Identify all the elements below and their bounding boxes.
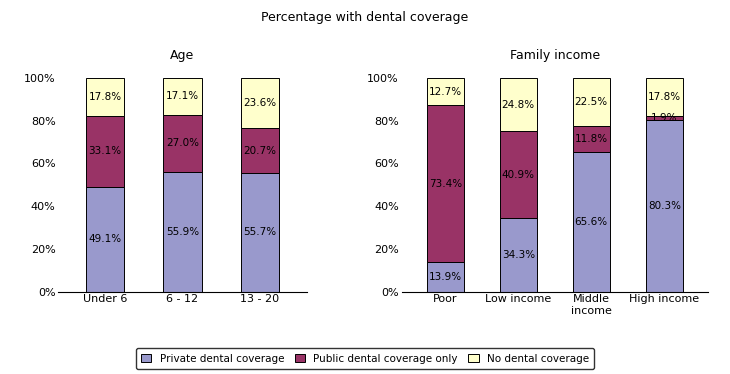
Text: 27.0%: 27.0% — [166, 138, 199, 148]
Text: 17.8%: 17.8% — [88, 92, 121, 102]
Text: 65.6%: 65.6% — [575, 217, 608, 227]
Bar — [85, 78, 124, 116]
Text: 73.4%: 73.4% — [429, 178, 462, 188]
Bar — [163, 114, 202, 172]
Bar — [427, 78, 464, 105]
Text: 11.8%: 11.8% — [575, 134, 608, 144]
Bar — [646, 78, 683, 116]
Text: 55.9%: 55.9% — [166, 227, 199, 237]
Text: 17.1%: 17.1% — [166, 91, 199, 101]
Bar — [646, 116, 683, 120]
Text: 24.8%: 24.8% — [502, 99, 535, 110]
Bar — [85, 187, 124, 292]
Bar — [646, 120, 683, 292]
Bar — [85, 116, 124, 187]
Text: 22.5%: 22.5% — [575, 97, 608, 107]
Title: Family income: Family income — [510, 49, 600, 62]
Bar — [427, 105, 464, 262]
Bar — [241, 128, 280, 173]
Text: 12.7%: 12.7% — [429, 86, 462, 96]
Legend: Private dental coverage, Public dental coverage only, No dental coverage: Private dental coverage, Public dental c… — [136, 348, 594, 369]
Bar — [241, 78, 280, 128]
Text: Percentage with dental coverage: Percentage with dental coverage — [261, 11, 469, 24]
Bar — [500, 218, 537, 292]
Text: 55.7%: 55.7% — [244, 227, 277, 237]
Bar — [427, 262, 464, 292]
Text: 49.1%: 49.1% — [88, 234, 121, 244]
Text: 23.6%: 23.6% — [244, 98, 277, 108]
Bar — [573, 151, 610, 292]
Bar — [163, 78, 202, 114]
Text: 20.7%: 20.7% — [244, 145, 277, 156]
Text: 13.9%: 13.9% — [429, 272, 462, 282]
Bar — [500, 131, 537, 218]
Bar — [500, 78, 537, 131]
Title: Age: Age — [170, 49, 195, 62]
Bar — [573, 78, 610, 126]
Text: 34.3%: 34.3% — [502, 250, 535, 260]
Text: 80.3%: 80.3% — [648, 201, 681, 211]
Text: 40.9%: 40.9% — [502, 170, 535, 180]
Text: 17.8%: 17.8% — [648, 92, 681, 102]
Bar — [573, 126, 610, 151]
Bar — [241, 173, 280, 292]
Text: 33.1%: 33.1% — [88, 146, 121, 156]
Text: 1.9%: 1.9% — [651, 113, 677, 123]
Bar — [163, 172, 202, 292]
